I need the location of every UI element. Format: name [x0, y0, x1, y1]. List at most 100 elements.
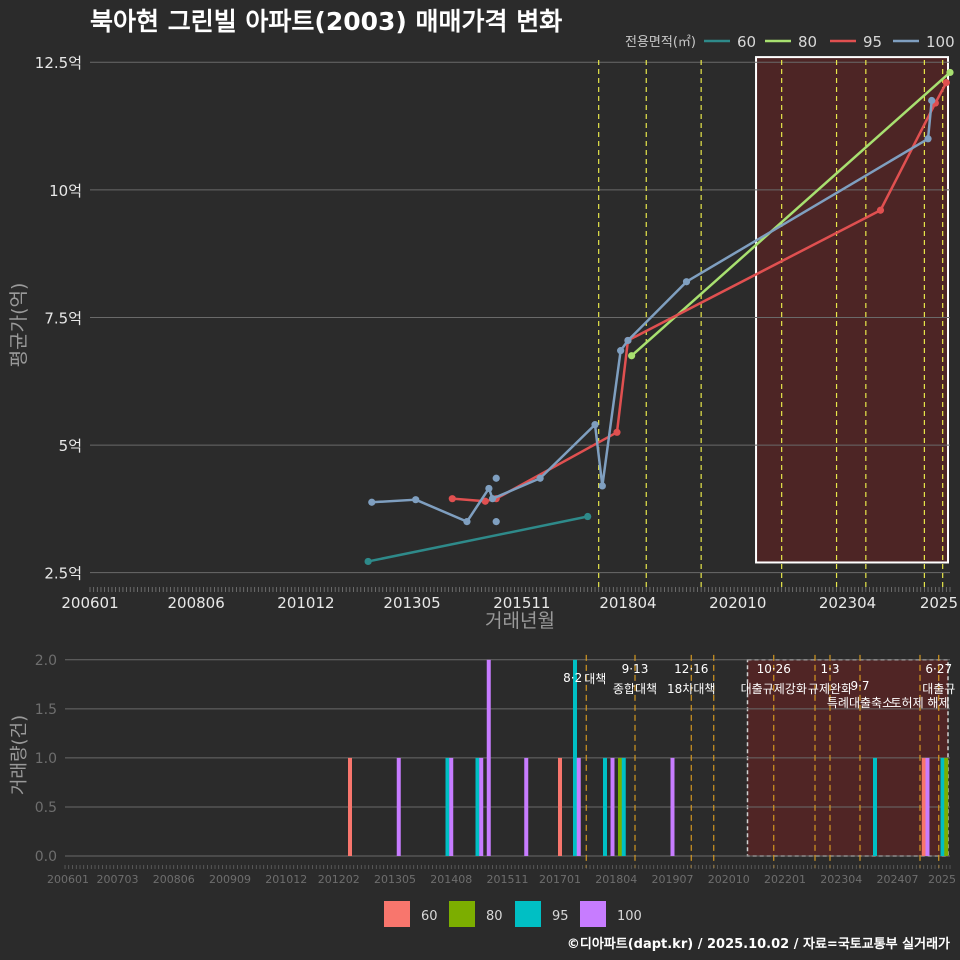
y-axis-title: 거래량(건): [9, 715, 30, 795]
annotation-label: 대출규: [922, 682, 955, 696]
annotation-label: 18차대책: [667, 681, 715, 696]
y-tick-label: 2.5억: [44, 565, 82, 583]
legend-swatch-80: [449, 901, 475, 927]
volume-bar: [445, 757, 450, 856]
data-point: [364, 557, 372, 566]
x-tick-label: 200601: [47, 873, 89, 886]
data-point: [492, 518, 500, 526]
y-tick-label: 0.0: [35, 849, 57, 865]
annotation-date: 8·2: [563, 671, 582, 685]
legend-swatch-60: [384, 901, 410, 927]
data-point: [584, 512, 592, 521]
volume-bar: [573, 659, 577, 856]
data-point: [485, 484, 493, 493]
data-point: [591, 421, 599, 429]
volume-bar: [348, 757, 352, 856]
x-tick-label: 200909: [209, 873, 251, 886]
x-tick-label: 202407: [877, 873, 919, 886]
y-axis-title: 평균가(억): [8, 283, 30, 368]
annotation-date: 10·26: [757, 662, 791, 676]
x-tick-label: 201701: [539, 873, 581, 886]
data-point: [463, 518, 471, 526]
volume-bar: [940, 757, 945, 856]
x-tick-label: 201012: [277, 594, 334, 612]
data-point: [876, 206, 885, 214]
x-tick-label: 201804: [599, 594, 656, 612]
volume-bar: [670, 757, 675, 856]
volume-bar: [449, 757, 454, 856]
annotation-label: 종합대책: [613, 681, 657, 696]
x-tick-label: 201305: [383, 594, 440, 612]
volume-bar: [479, 757, 484, 856]
annotation-label: 대출규제강화: [741, 682, 807, 696]
legend-title: 전용면적(㎡): [625, 35, 696, 50]
x-tick-label: 201012: [265, 873, 307, 886]
data-point: [624, 336, 632, 345]
x-tick-label: 2025: [920, 594, 958, 612]
data-point: [942, 79, 950, 87]
legend-label: 60: [421, 909, 438, 924]
y-tick-label: 10억: [49, 182, 82, 200]
x-tick-label: 201511: [493, 594, 550, 612]
source-credit: ©디아파트(dapt.kr) / 2025.10.02 / 자료=국토교통부 실…: [566, 937, 950, 952]
annotation-date: 1·3: [820, 662, 839, 676]
volume-bar: [486, 659, 491, 856]
volume-bar: [618, 757, 622, 856]
legend-label: 100: [926, 33, 955, 51]
volume-bar: [396, 757, 401, 856]
y-tick-label: 5억: [59, 437, 82, 455]
annotation-date: 12·16: [674, 662, 708, 676]
x-tick-label: 200703: [97, 873, 139, 886]
legend-label: 100: [617, 909, 642, 924]
volume-bar: [603, 757, 607, 856]
data-point: [536, 474, 544, 482]
volume-bar: [621, 757, 626, 856]
annotation-label: 토허제 해제: [890, 696, 949, 710]
x-tick-label: 202010: [709, 594, 766, 612]
volume-bar: [944, 757, 949, 856]
data-point: [448, 495, 456, 503]
legend-label: 95: [863, 33, 882, 51]
x-tick-label: 201907: [652, 873, 694, 886]
volume-bar: [873, 757, 877, 856]
x-axis-title: 거래년월: [485, 610, 555, 632]
data-point: [613, 428, 621, 436]
x-tick-label: 202010: [708, 873, 750, 886]
y-tick-label: 7.5억: [44, 309, 82, 327]
chart-title: 북아현 그린빌 아파트(2003) 매매가격 변화: [90, 7, 563, 36]
legend-label: 80: [798, 33, 817, 51]
data-point: [628, 352, 636, 360]
price-chart: 2.5억 5억 7.5억 10억 12.5억 200601 200806 201012 2013…: [8, 33, 958, 632]
volume-bar: [925, 757, 930, 856]
x-tick-label: 202201: [764, 873, 806, 886]
data-point: [928, 96, 936, 105]
annotation-label: 규제완화: [808, 682, 852, 696]
x-tick-label: 200806: [153, 873, 195, 886]
y-tick-label: 1.0: [35, 751, 57, 767]
volume-bar: [524, 757, 529, 856]
volume-bar: [576, 757, 581, 856]
data-point: [924, 135, 932, 143]
x-tick-label: 201408: [430, 873, 472, 886]
data-point: [492, 474, 500, 482]
annotation-date: 6·27: [925, 662, 952, 676]
volume-bar: [921, 757, 926, 856]
data-point: [682, 278, 691, 286]
series-line-60: [367, 515, 588, 563]
legend-label: 60: [737, 33, 756, 51]
y-tick-label: 1.5: [35, 702, 57, 718]
volume-bar: [610, 757, 615, 856]
x-tick-label: 202304: [819, 594, 876, 612]
volume-bar: [558, 757, 562, 856]
data-point: [488, 495, 497, 503]
y-tick-label: 12.5억: [35, 54, 82, 72]
data-point: [598, 482, 606, 490]
annotation-date: 9·13: [622, 662, 649, 676]
annotation-label: 대책: [584, 671, 606, 686]
x-tick-label: 201202: [318, 873, 360, 886]
data-point: [368, 498, 376, 506]
x-tick-label: 200806: [167, 594, 224, 612]
y-tick-label: 2.0: [35, 653, 57, 669]
